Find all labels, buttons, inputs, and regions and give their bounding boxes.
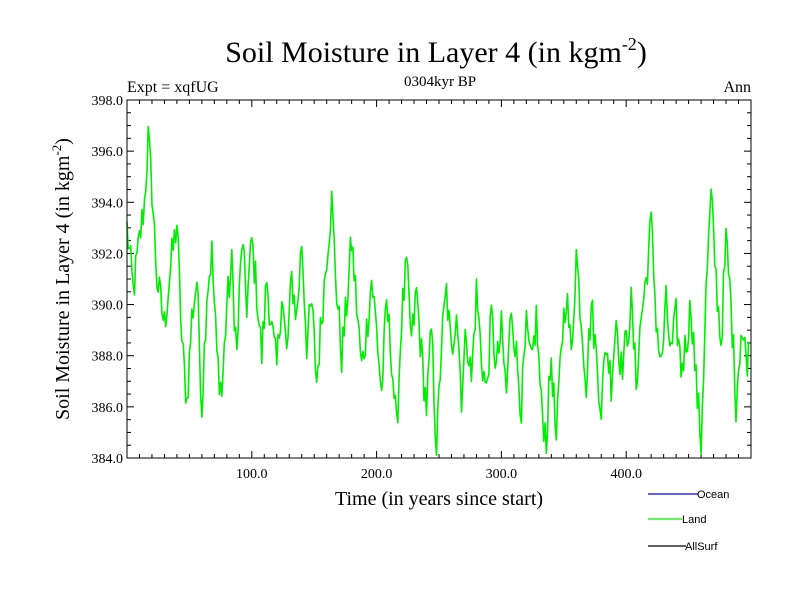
season-label: Ann [723, 79, 751, 96]
x-tick-label: 400.0 [610, 467, 642, 482]
y-tick-label: 386.0 [92, 401, 124, 416]
legend-label-allsurf: AllSurf [685, 541, 718, 553]
x-tick-label: 200.0 [361, 467, 393, 482]
period-label: 0304kyr BP [404, 74, 476, 90]
y-tick-label: 392.0 [92, 247, 124, 262]
plot-frame [126, 99, 752, 459]
experiment-label: Expt = xqfUG [127, 79, 219, 96]
y-tick-label: 398.0 [92, 94, 124, 109]
legend: Ocean Land AllSurf [648, 489, 729, 553]
axis-ticks: 384.0 386.0 388.0 390.0 392.0 394.0 396.0 398.0… [92, 94, 751, 482]
y-tick-label: 396.0 [92, 145, 124, 160]
y-axis-label: Soil Moisture in Layer 4 (in kgm-2) [49, 138, 74, 420]
y-tick-label: 394.0 [92, 196, 124, 211]
legend-label-ocean: Ocean [697, 489, 729, 501]
y-tick-label: 384.0 [92, 452, 124, 467]
y-tick-label: 388.0 [92, 350, 124, 365]
x-axis-label: Time (in years since start) [335, 488, 543, 510]
legend-label-land: Land [682, 514, 706, 526]
x-tick-label: 300.0 [486, 467, 518, 482]
y-tick-label: 390.0 [92, 299, 124, 314]
series-line-land [126, 125, 750, 457]
chart-title: Soil Moisture in Layer 4 (in kgm-2) [225, 34, 647, 69]
x-tick-label: 100.0 [236, 467, 268, 482]
